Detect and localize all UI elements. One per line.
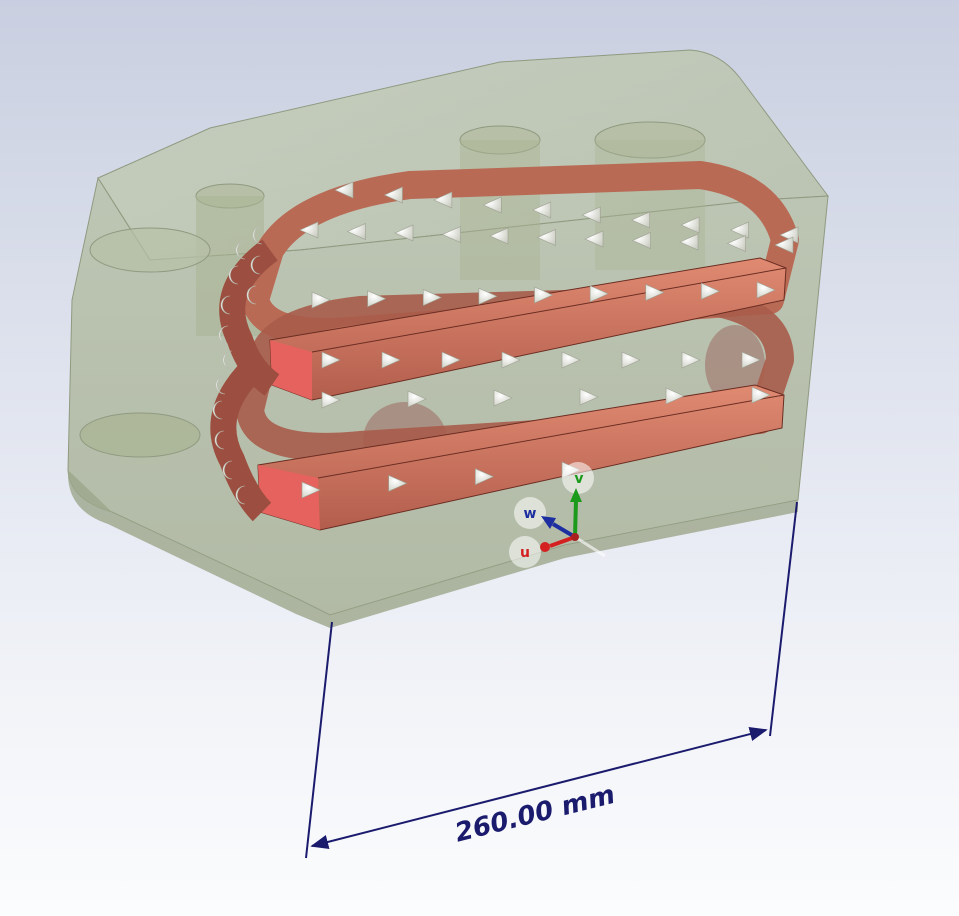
field-arrow-cone — [584, 230, 604, 248]
field-arrow-cone — [235, 485, 246, 505]
field-arrow-cone — [212, 400, 223, 420]
field-arrow-cone — [441, 226, 461, 243]
field-arrow-cone — [589, 285, 609, 303]
field-arrow-cone — [482, 196, 502, 214]
v-axis-bubble — [562, 462, 594, 494]
field-arrow-cone — [222, 460, 233, 480]
field-arrow-cone — [433, 191, 453, 209]
field-arrow-cone — [536, 229, 556, 246]
field-arrow-cone — [346, 223, 366, 240]
u-axis-arrow — [549, 535, 576, 548]
field-arrow-cone — [534, 286, 554, 304]
field-arrow-cone — [381, 351, 401, 369]
axes-triad[interactable]: v w u — [509, 462, 606, 568]
field-arrow-cone — [621, 351, 641, 369]
field-arrow-cone — [726, 235, 746, 252]
field-arrow-cone — [334, 181, 354, 199]
v-axis-label: v — [574, 471, 583, 487]
field-arrow-cone — [422, 289, 442, 306]
field-arrow-cone — [501, 351, 521, 369]
w-axis-arrow — [551, 522, 577, 539]
u-axis-label: u — [520, 545, 530, 561]
dimension-label: 260.00 mm — [452, 780, 618, 849]
field-arrow-cone — [299, 221, 319, 239]
dimension-extension-right — [769, 501, 798, 737]
field-arrow-cone — [367, 290, 387, 308]
field-arrow-cone — [228, 265, 239, 285]
coil-winding[interactable] — [210, 161, 799, 531]
field-arrows — [212, 181, 799, 505]
field-arrow-cone — [394, 224, 414, 242]
field-arrow-cone — [215, 375, 226, 395]
field-arrow-cone — [741, 351, 761, 369]
field-arrow-cone — [665, 387, 685, 405]
field-arrow-cone — [581, 206, 601, 224]
field-arrow-cone — [383, 186, 403, 204]
field-arrow-cone — [220, 295, 231, 315]
field-arrow-cone — [214, 430, 225, 450]
field-arrow-cone — [250, 255, 261, 275]
field-arrow-cone — [218, 325, 229, 345]
dimension-extension-left — [305, 621, 333, 859]
field-arrow-cone — [561, 351, 581, 369]
field-arrow-cone — [311, 291, 331, 309]
field-arrow-cone — [679, 233, 699, 251]
field-arrow-cone — [475, 468, 495, 486]
field-arrow-cone — [729, 221, 749, 239]
field-arrow-cone — [252, 225, 263, 245]
field-arrow-cone — [774, 236, 794, 254]
field-arrow-cone — [321, 391, 341, 409]
field-arrow-cone — [579, 388, 599, 406]
w-axis-bubble — [514, 497, 546, 529]
field-arrow-cone — [645, 284, 665, 301]
field-arrow-cone — [441, 351, 461, 369]
field-arrow-cone — [301, 481, 321, 499]
field-arrow-cone — [407, 390, 427, 408]
field-arrow-cone — [751, 386, 771, 404]
field-arrow-cone — [246, 285, 257, 305]
field-arrow-cone — [680, 216, 700, 234]
field-arrow-cone — [756, 281, 776, 299]
field-arrow-cone — [489, 227, 509, 245]
w-axis-label: w — [524, 506, 537, 522]
field-arrow-cone — [630, 211, 650, 229]
field-arrow-cone — [681, 351, 701, 369]
v-axis-arrow — [573, 499, 578, 538]
field-arrow-cone — [631, 232, 651, 249]
field-arrow-cone — [493, 389, 513, 407]
field-arrow-cone — [532, 201, 552, 219]
field-arrow-cone — [701, 282, 721, 300]
u-axis-bubble — [509, 536, 541, 568]
field-arrow-cone — [321, 351, 341, 369]
dimension-line — [310, 727, 768, 849]
field-arrow-cone — [222, 350, 233, 370]
field-arrow-cone — [388, 474, 408, 492]
field-arrow-cone — [478, 287, 498, 305]
field-arrow-cone — [235, 240, 246, 260]
